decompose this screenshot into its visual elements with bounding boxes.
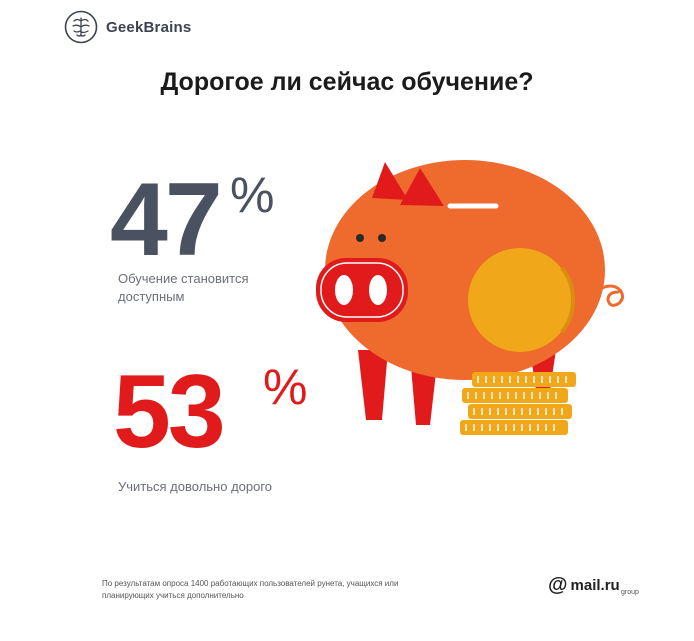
mailru-at-icon: @ (548, 574, 568, 596)
stat-53-percent-sign: % (263, 359, 308, 415)
stat-53-value: 53% (113, 360, 307, 464)
pig-snout (316, 258, 408, 322)
pig-nostril (335, 275, 353, 305)
coin-edge (560, 266, 576, 334)
stat-47-label: Обучение становится доступным (118, 271, 249, 304)
pig-ear (400, 168, 444, 206)
stat-47-value: 47% (110, 168, 274, 272)
page-title: Дорогое ли сейчас обучение? (160, 68, 534, 96)
pig-ear (372, 162, 408, 200)
brand-name: GeekBrains (106, 18, 192, 36)
pig-leg (358, 350, 388, 420)
mailru-group-label: group (621, 589, 639, 596)
mailru-group-logo: @ mail.ru group (548, 574, 639, 597)
pig-tail (596, 284, 625, 307)
stat-47-percent-sign: % (230, 167, 275, 223)
brand-logo: GeekBrains (64, 10, 191, 44)
pig-nostril (369, 275, 387, 305)
coin-stack-icon (460, 372, 576, 435)
pig-snout-outline (320, 262, 404, 318)
brain-icon (64, 10, 98, 44)
pig-eye (356, 234, 364, 242)
stat-47-number: 47 (110, 162, 223, 278)
piggy-bank-icon (316, 160, 625, 435)
survey-footnote: По результатам опроса 1400 работающих по… (102, 579, 399, 600)
pig-eye (378, 234, 386, 242)
coin-icon (468, 248, 572, 352)
stat-53-number: 53 (113, 354, 226, 470)
stat-53-label: Учиться довольно дорого (118, 479, 273, 494)
mailru-name: mail.ru (570, 577, 620, 594)
